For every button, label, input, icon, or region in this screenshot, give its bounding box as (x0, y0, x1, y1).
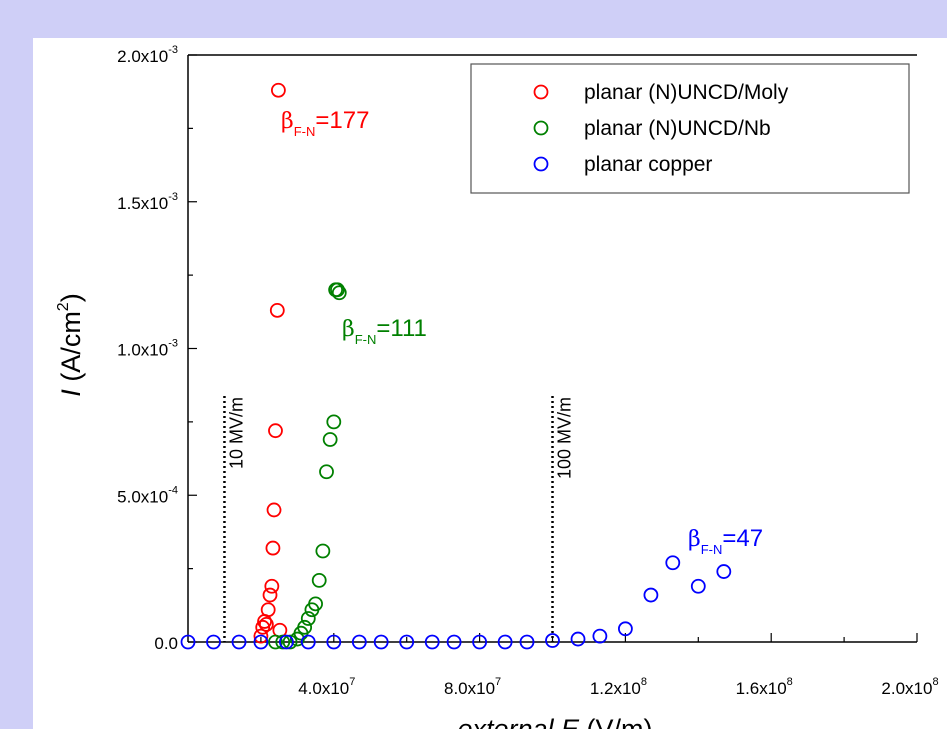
y-axis-title: I (A/cm2) (55, 293, 86, 396)
data-point-series-1 (308, 596, 323, 612)
data-point-series-2 (373, 634, 389, 650)
data-point-series-0 (260, 602, 276, 618)
x-axis-title: external E (V/m) (457, 714, 652, 729)
data-point-series-1 (322, 432, 338, 447)
axis-labels: I (A/cm2) external E (V/m) (55, 293, 653, 729)
legend: planar (N)UNCD/Moly planar (N)UNCD/Nb plan… (470, 63, 910, 194)
data-point-series-0 (269, 302, 285, 318)
data-point-series-0 (270, 82, 286, 98)
annotation-moly-beta: βF-N=177 (281, 107, 369, 139)
data-point-series-2 (592, 628, 608, 644)
y-tick-label: 1.5x10-3 (117, 191, 178, 213)
data-point-series-1 (326, 414, 342, 430)
data-point-series-2 (446, 634, 462, 650)
data-point-series-0 (258, 616, 274, 632)
data-point-series-2 (545, 633, 560, 648)
annotations: βF-N=177 βF-N=111 βF-N=47 (281, 107, 763, 557)
axis-ticks: 0.0 5.0x10-4 1.0x10-3 1.5x10-3 2.0x10-3 4.0x1… (117, 44, 938, 698)
legend-marker-2 (533, 156, 549, 172)
data-point-series-1 (275, 634, 291, 650)
data-point-series-1 (282, 634, 298, 650)
data-point-series-2 (643, 587, 659, 603)
data-point-series-0 (253, 628, 269, 644)
reference-label-line-10: 10 MV/m (226, 397, 246, 469)
data-point-series-2 (570, 631, 586, 647)
reference-lines: 10 MV/m 100 MV/m (223, 396, 575, 642)
data-point-series-2 (618, 621, 633, 637)
data-point-series-0 (255, 619, 271, 635)
data-point-series-2 (206, 634, 221, 650)
data-point-series-1 (330, 282, 345, 298)
data-point-series-2 (253, 634, 269, 650)
data-point-series-2 (716, 564, 732, 579)
data-point-series-2 (300, 634, 316, 650)
data-point-series-2 (399, 634, 415, 650)
data-point-series-2 (690, 578, 706, 594)
x-tick-label: 1.6x108 (736, 676, 793, 698)
data-points (180, 82, 732, 650)
data-point-series-2 (180, 634, 196, 650)
data-point-series-1 (300, 611, 316, 626)
legend-marker-0 (533, 84, 549, 100)
legend-label-1: planar (N)UNCD/Nb (584, 117, 771, 140)
data-point-series-2 (279, 634, 294, 650)
x-tick-label: 2.0x108 (881, 676, 938, 698)
y-tick-label: 1.0x10-3 (117, 338, 178, 360)
data-point-series-2 (231, 634, 247, 650)
x-tick-label: 4.0x107 (298, 676, 355, 698)
reference-label-line-100: 100 MV/m (555, 397, 575, 479)
data-point-series-1 (331, 285, 347, 301)
annotation-copper-beta: βF-N=47 (688, 525, 763, 557)
data-point-series-1 (268, 634, 283, 650)
data-point-series-0 (264, 578, 280, 594)
data-point-series-2 (519, 634, 535, 650)
data-point-series-1 (311, 572, 327, 588)
legend-marker-1 (533, 120, 549, 136)
data-point-series-2 (326, 634, 342, 650)
y-tick-label: 5.0x10-4 (117, 484, 178, 506)
legend-label-0: planar (N)UNCD/Moly (584, 81, 789, 104)
data-point-series-2 (424, 634, 440, 650)
y-tick-label: 2.0x10-3 (117, 44, 178, 66)
data-point-series-2 (497, 634, 513, 650)
legend-label-2: planar copper (584, 153, 712, 176)
data-point-series-0 (265, 540, 281, 556)
data-point-series-2 (351, 634, 367, 650)
y-tick-label: 0.0 (154, 634, 178, 653)
annotation-nb-beta: βF-N=111 (342, 315, 427, 347)
x-tick-label: 8.0x107 (444, 676, 501, 698)
data-point-series-0 (266, 502, 282, 518)
data-point-series-1 (315, 543, 331, 559)
data-point-series-2 (665, 555, 681, 571)
data-point-series-1 (297, 619, 313, 635)
data-point-series-0 (262, 587, 278, 603)
x-tick-label: 1.2x108 (590, 676, 647, 698)
data-point-series-0 (268, 423, 283, 439)
data-point-series-1 (319, 464, 334, 480)
data-point-series-2 (472, 634, 488, 650)
